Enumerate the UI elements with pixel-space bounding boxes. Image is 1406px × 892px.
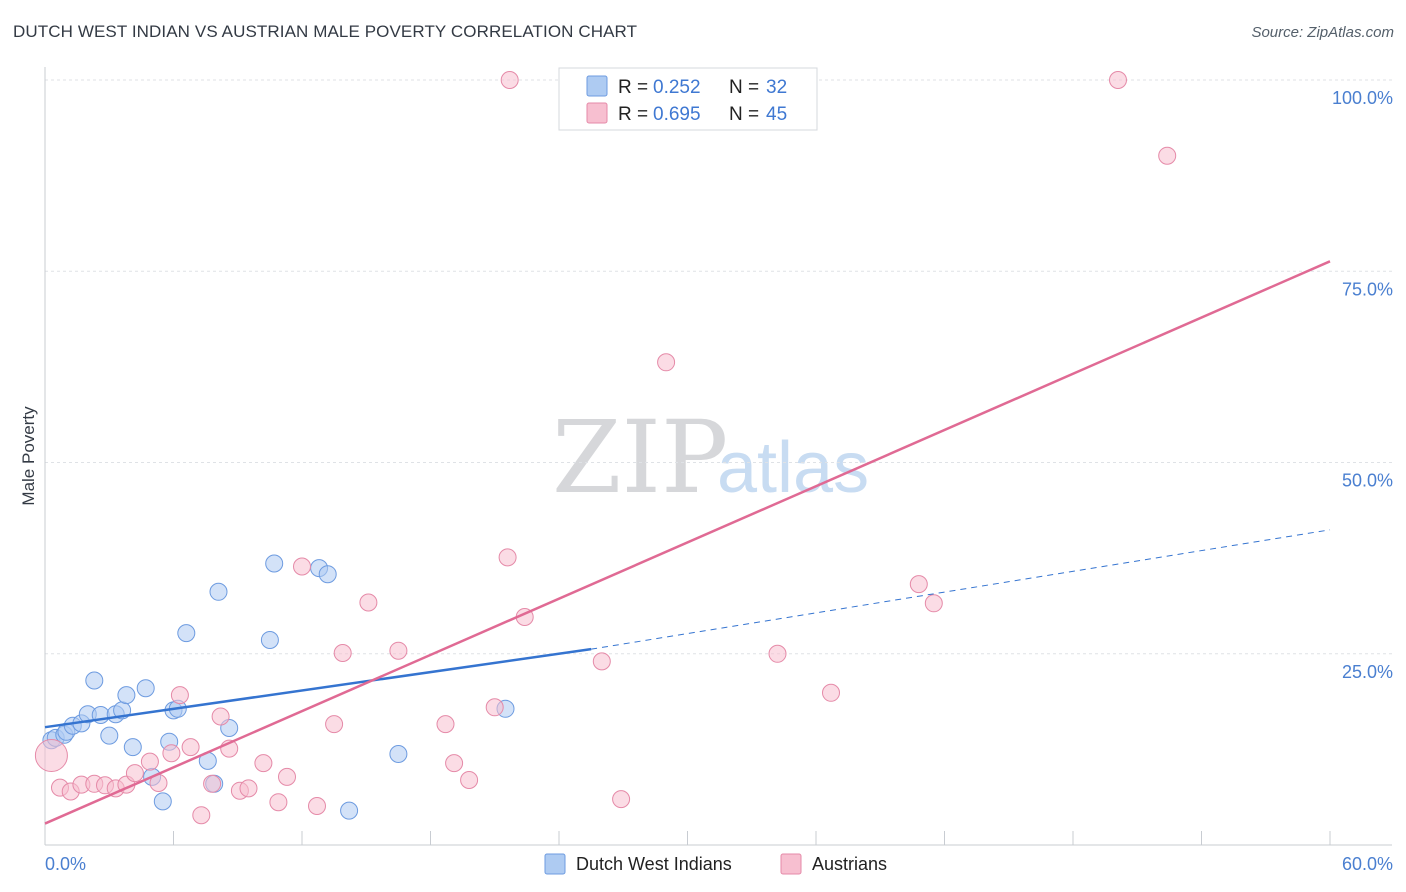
watermark-atlas: atlas <box>717 428 869 508</box>
y-tick-label: 50.0% <box>1342 471 1393 491</box>
data-point-dutch-west-indians <box>318 565 337 584</box>
data-point-austrians <box>333 644 352 662</box>
data-point-austrians <box>460 771 479 789</box>
series-legend-swatch-dutch-west-indians <box>544 853 566 875</box>
x-tick-label-max: 60.0% <box>1342 854 1393 874</box>
stats-legend: R = 0.252 N = 32 R = 0.695 N = 45 <box>558 67 818 131</box>
x-axis-tick-labels: 0.0% 60.0% <box>45 854 1393 874</box>
trend-lines <box>44 260 1331 825</box>
data-point-austrians <box>500 71 519 89</box>
data-point-dutch-west-indians <box>340 801 359 820</box>
data-point-austrians <box>359 593 378 612</box>
data-point-austrians <box>657 353 676 372</box>
x-tick-label-min: 0.0% <box>45 854 86 874</box>
trend-line-austrians <box>44 260 1331 825</box>
data-point-austrians <box>125 764 144 783</box>
y-tick-label: 100.0% <box>1332 88 1393 108</box>
gridlines <box>45 79 1392 655</box>
data-point-austrians <box>325 715 344 734</box>
data-point-austrians <box>768 644 787 663</box>
data-point-austrians <box>498 548 517 567</box>
data-point-austrians <box>192 806 211 825</box>
data-point-austrians <box>269 793 288 812</box>
data-point-austrians <box>445 754 464 773</box>
legend-swatch-austrians <box>586 102 608 124</box>
data-point-austrians <box>254 754 273 773</box>
x-axis-ticks <box>173 831 1331 845</box>
legend-swatch-dutch-west-indians <box>586 75 608 97</box>
data-point-austrians <box>170 686 189 705</box>
legend-r-value: 0.695 <box>653 104 701 125</box>
data-point-dutch-west-indians <box>265 554 284 573</box>
watermark-zip: ZIP <box>552 399 728 516</box>
chart-title: DUTCH WEST INDIAN VS AUSTRIAN MALE POVER… <box>13 22 638 41</box>
data-point-dutch-west-indians <box>85 671 104 690</box>
data-point-dutch-west-indians <box>123 738 142 757</box>
legend-n-label: N = <box>729 104 759 125</box>
y-axis-tick-labels: 25.0% 50.0% 75.0% 100.0% <box>1332 88 1393 682</box>
y-axis-label: Male Poverty <box>19 406 38 506</box>
data-point-austrians <box>1158 146 1177 165</box>
data-point-dutch-west-indians <box>177 624 196 643</box>
data-point-austrians <box>181 738 200 757</box>
data-point-austrians <box>389 641 408 660</box>
data-point-dutch-west-indians <box>100 726 119 745</box>
trend-line-dutch-west-indians <box>44 647 592 729</box>
data-point-dutch-west-indians <box>136 679 155 698</box>
data-point-austrians <box>140 752 159 771</box>
y-tick-label: 25.0% <box>1342 662 1393 682</box>
data-point-austrians <box>822 683 840 702</box>
data-point-austrians <box>909 575 928 594</box>
data-point-dutch-west-indians <box>209 582 228 601</box>
data-point-austrians <box>211 707 230 726</box>
data-point-austrians <box>239 779 258 798</box>
data-point-austrians <box>203 774 222 793</box>
source-label: Source: ZipAtlas.com <box>1251 24 1394 41</box>
series-legend-label-austrians: Austrians <box>812 854 887 874</box>
data-point-austrians <box>612 790 631 809</box>
data-point-dutch-west-indians <box>260 631 279 649</box>
legend-r-value: 0.252 <box>653 77 701 98</box>
data-point-dutch-west-indians <box>389 745 408 763</box>
legend-n-label: N = <box>729 77 759 98</box>
data-point-austrians <box>162 744 181 763</box>
series-legend-label-dutch-west-indians: Dutch West Indians <box>576 854 732 874</box>
data-point-dutch-west-indians <box>153 792 172 811</box>
data-point-austrians <box>34 739 68 772</box>
data-point-austrians <box>293 557 311 576</box>
legend-r-label: R = <box>618 77 648 98</box>
series-legend-swatch-austrians <box>780 853 802 875</box>
legend-n-value: 45 <box>766 104 787 125</box>
data-point-dutch-west-indians <box>117 686 136 705</box>
axes <box>44 67 1392 846</box>
series-legend: Dutch West Indians Austrians <box>544 853 887 875</box>
y-tick-label: 75.0% <box>1342 279 1393 299</box>
legend-r-label: R = <box>618 104 648 125</box>
legend-n-value: 32 <box>766 77 787 98</box>
trend-line-extension-dutch-west-indians <box>591 529 1331 650</box>
data-point-austrians <box>924 594 943 613</box>
data-points <box>34 71 1177 825</box>
data-point-austrians <box>485 698 504 717</box>
data-point-austrians <box>308 797 326 815</box>
data-point-austrians <box>278 767 296 786</box>
data-point-austrians <box>592 652 611 671</box>
data-point-austrians <box>436 715 455 734</box>
data-point-austrians <box>1109 71 1127 89</box>
